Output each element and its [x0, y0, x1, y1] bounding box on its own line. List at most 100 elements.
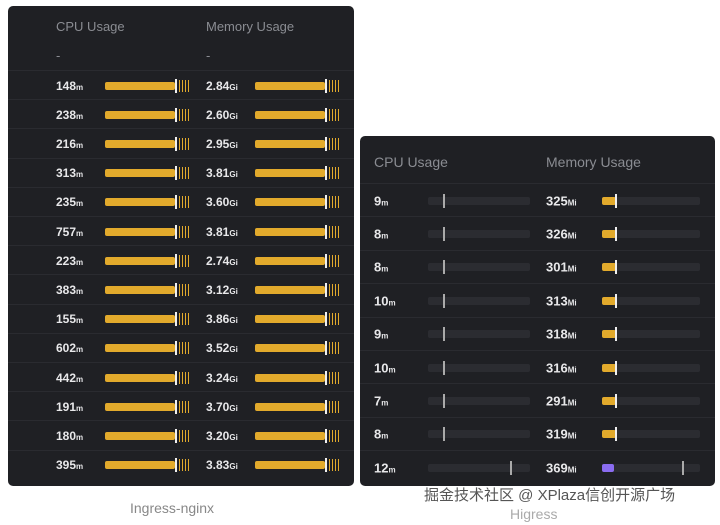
cpu-bar — [105, 195, 191, 210]
memory-bar-fill — [255, 256, 325, 265]
table-row: 10m 316Mi — [360, 350, 715, 384]
cpu-value: 9m — [374, 327, 388, 342]
cpu-value: 8m — [374, 427, 388, 442]
memory-value-number: 3.81 — [206, 224, 230, 239]
cpu-value-number: 7 — [374, 393, 382, 409]
memory-bar — [255, 370, 341, 385]
memory-bar-limit-marker — [325, 341, 327, 356]
cpu-bar-limit-marker — [175, 107, 177, 122]
memory-value-unit: Mi — [567, 198, 577, 207]
cpu-value-unit: m — [76, 316, 84, 326]
memory-bar-ticks — [329, 459, 341, 472]
memory-value-unit: Gi — [229, 403, 238, 413]
cpu-bar-marker — [443, 226, 445, 241]
cpu-bar-fill — [105, 344, 175, 353]
cpu-value-unit: m — [388, 298, 396, 308]
cpu-value-unit: m — [76, 286, 84, 296]
memory-value-unit: Mi — [567, 331, 577, 341]
cpu-value-number: 191 — [56, 399, 77, 414]
cpu-bar-limit-marker — [175, 78, 177, 93]
memory-value-number: 318 — [546, 326, 568, 342]
cpu-bar-marker — [443, 293, 445, 308]
cpu-bar-fill — [105, 81, 175, 90]
memory-bar — [602, 193, 700, 208]
memory-value: 3.60Gi — [206, 195, 238, 209]
memory-bar-fill — [255, 139, 325, 148]
memory-value: 2.74Gi — [206, 254, 238, 268]
cpu-bar-ticks — [179, 254, 191, 267]
memory-bar-fill — [255, 461, 325, 470]
cpu-value-unit: m — [76, 374, 84, 384]
memory-value-number: 2.95 — [206, 136, 230, 151]
cpu-bar-fill — [105, 256, 175, 265]
table-row: 10m 313Mi — [360, 283, 715, 317]
memory-value-unit: Mi — [567, 298, 577, 308]
memory-bar-marker — [615, 427, 617, 442]
table-row: 442m 3.24Gi — [8, 362, 354, 392]
memory-value-number: 3.83 — [206, 458, 230, 473]
memory-bar-marker — [615, 193, 617, 208]
cpu-value-unit: m — [381, 398, 389, 408]
cpu-value-unit: m — [76, 111, 84, 121]
memory-value: 369Mi — [546, 460, 577, 475]
cpu-value-number: 235 — [56, 195, 77, 210]
memory-value-number: 3.52 — [206, 341, 230, 356]
memory-bar-ticks — [329, 283, 341, 296]
memory-value-number: 2.84 — [206, 78, 230, 93]
memory-bar-limit-marker — [325, 224, 327, 239]
cpu-value: 180m — [56, 429, 83, 443]
cpu-bar-ticks — [179, 167, 191, 180]
memory-bar-ticks — [329, 167, 341, 180]
cpu-value-number: 8 — [374, 259, 382, 275]
ingress-nginx-caption: Ingress-nginx — [130, 500, 215, 516]
memory-bar-fill — [255, 373, 325, 382]
cpu-bar-ticks — [179, 313, 191, 326]
memory-value-number: 3.24 — [206, 370, 230, 385]
cpu-value-number: 8 — [374, 426, 382, 442]
cpu-value-number: 12 — [374, 460, 389, 476]
cpu-value-unit: m — [76, 170, 84, 180]
memory-value: 2.84Gi — [206, 79, 238, 93]
cpu-value-number: 223 — [56, 253, 77, 268]
memory-value-unit: Gi — [229, 82, 238, 92]
cpu-bar — [428, 427, 530, 442]
memory-bar — [255, 253, 341, 268]
table-row: 757m 3.81Gi — [8, 216, 354, 246]
cpu-bar — [105, 399, 191, 414]
memory-bar-fill — [255, 344, 325, 353]
memory-bar-limit-marker — [325, 107, 327, 122]
memory-bar-limit-marker — [325, 282, 327, 297]
cpu-value-unit: m — [76, 257, 84, 267]
table-row: 216m 2.95Gi — [8, 128, 354, 158]
higress-panel: CPU Usage Memory Usage 9m 325Mi 8m 326Mi 8m 3… — [360, 136, 715, 486]
cpu-value-unit: m — [381, 331, 389, 341]
memory-value-number: 301 — [546, 259, 568, 275]
memory-usage-header: Memory Usage — [546, 154, 641, 170]
table-row: 180m 3.20Gi — [8, 420, 354, 450]
memory-bar-limit-marker — [325, 458, 327, 473]
cpu-bar — [105, 428, 191, 443]
cpu-bar — [428, 460, 530, 475]
memory-value: 3.83Gi — [206, 458, 238, 472]
memory-bar — [255, 107, 341, 122]
memory-value-number: 2.60 — [206, 107, 230, 122]
memory-bar-marker — [615, 327, 617, 342]
table-row: 8m 301Mi — [360, 249, 715, 284]
table-row: 8m 326Mi — [360, 216, 715, 250]
memory-bar — [602, 360, 700, 375]
memory-value-unit: Mi — [567, 431, 577, 441]
cpu-value: 9m — [374, 193, 388, 208]
table-row: 238m 2.60Gi — [8, 99, 354, 129]
table-row: 223m 2.74Gi — [8, 245, 354, 275]
cpu-bar-fill — [105, 169, 175, 178]
cpu-bar-fill — [105, 315, 175, 324]
cpu-bar-fill — [105, 198, 175, 207]
memory-bar — [602, 327, 700, 342]
memory-bar-ticks — [329, 429, 341, 442]
memory-bar-fill — [255, 402, 325, 411]
table-row: 9m 318Mi — [360, 316, 715, 351]
memory-value: 301Mi — [546, 260, 577, 275]
memory-value-number: 369 — [546, 460, 568, 476]
cpu-bar-fill — [105, 373, 175, 382]
cpu-value: 383m — [56, 283, 83, 297]
